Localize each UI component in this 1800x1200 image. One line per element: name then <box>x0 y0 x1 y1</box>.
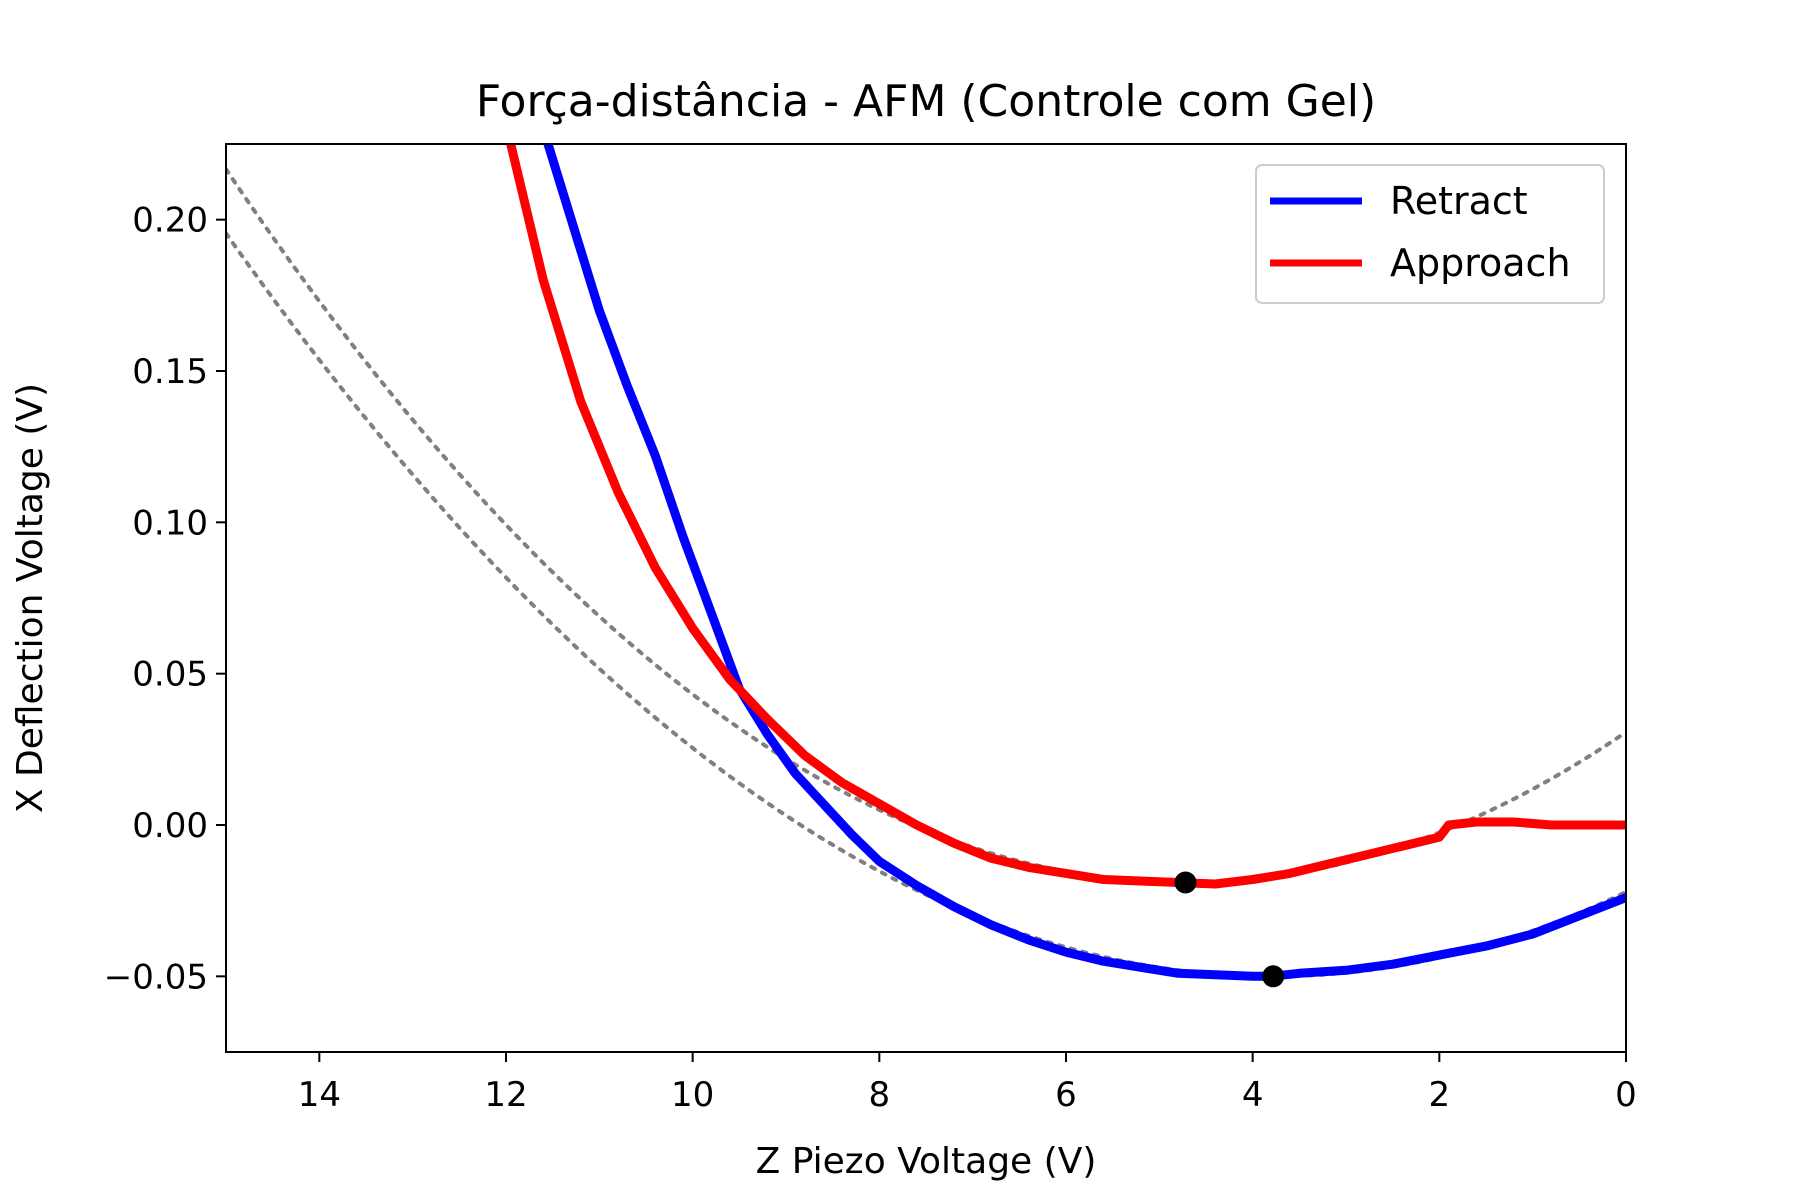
y-tick-label: 0.00 <box>132 806 208 846</box>
x-tick-label: 0 <box>1615 1075 1637 1115</box>
chart-title: Força-distância - AFM (Controle com Gel) <box>476 76 1376 127</box>
x-axis-label: Z Piezo Voltage (V) <box>756 1141 1097 1182</box>
y-tick-label: −0.05 <box>104 957 208 997</box>
y-tick-label: 0.20 <box>132 201 208 241</box>
minimum-marker-1 <box>1262 965 1285 988</box>
y-axis-label: X Deflection Voltage (V) <box>10 383 51 813</box>
x-tick-label: 8 <box>869 1075 891 1115</box>
series-line-approach <box>506 144 1626 889</box>
series-line-retract <box>543 144 1626 981</box>
x-tick-label: 12 <box>484 1075 527 1115</box>
x-tick-label: 10 <box>671 1075 714 1115</box>
y-tick-label: 0.10 <box>132 503 208 543</box>
legend-label-retract: Retract <box>1390 179 1528 223</box>
y-tick-label: 0.15 <box>132 352 208 392</box>
y-axis-ticks: −0.05 0.00 0.05 0.10 0.15 0.20 <box>104 201 226 997</box>
x-tick-label: 14 <box>298 1075 341 1115</box>
minimum-marker-0 <box>1174 871 1197 894</box>
x-tick-label: 6 <box>1055 1075 1077 1115</box>
y-tick-label: 0.05 <box>132 655 208 695</box>
x-tick-label: 4 <box>1242 1075 1264 1115</box>
legend-label-approach: Approach <box>1390 241 1571 285</box>
fit-curve-0 <box>226 231 1626 979</box>
x-tick-label: 2 <box>1429 1075 1451 1115</box>
x-axis-ticks: 14 12 10 8 6 4 2 0 <box>298 1052 1637 1115</box>
data-series <box>506 144 1626 981</box>
minimum-markers <box>1174 871 1285 988</box>
plot-frame <box>225 143 1627 1053</box>
legend: Retract Approach <box>1255 164 1605 304</box>
